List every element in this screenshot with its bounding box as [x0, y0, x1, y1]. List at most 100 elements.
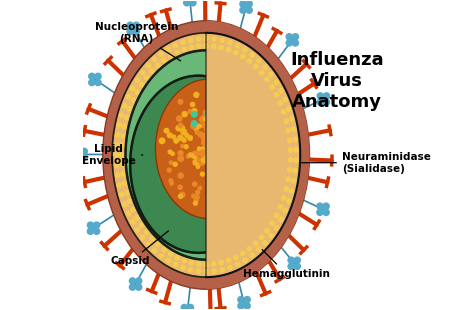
Circle shape	[231, 174, 237, 179]
Circle shape	[294, 263, 301, 269]
Circle shape	[293, 169, 297, 173]
Circle shape	[220, 268, 224, 272]
Circle shape	[228, 157, 233, 163]
Circle shape	[208, 148, 213, 153]
Circle shape	[219, 45, 223, 50]
Circle shape	[252, 63, 256, 68]
Circle shape	[188, 268, 193, 272]
Circle shape	[269, 72, 273, 77]
Circle shape	[210, 155, 214, 159]
Circle shape	[126, 211, 130, 215]
Circle shape	[229, 129, 235, 134]
Circle shape	[133, 28, 139, 34]
Circle shape	[220, 180, 225, 186]
Circle shape	[119, 113, 124, 117]
Circle shape	[145, 76, 149, 80]
Circle shape	[258, 69, 263, 73]
Circle shape	[173, 162, 177, 166]
Circle shape	[282, 110, 286, 114]
Circle shape	[220, 38, 224, 42]
Circle shape	[228, 160, 231, 164]
Circle shape	[172, 135, 176, 139]
Circle shape	[219, 176, 223, 179]
Circle shape	[194, 159, 200, 164]
Circle shape	[220, 184, 224, 187]
Circle shape	[219, 260, 223, 265]
Circle shape	[209, 144, 213, 148]
Circle shape	[269, 233, 273, 238]
Circle shape	[169, 179, 173, 183]
Circle shape	[178, 173, 183, 178]
Circle shape	[115, 163, 119, 167]
Circle shape	[217, 124, 222, 129]
Circle shape	[259, 70, 264, 75]
Circle shape	[179, 194, 182, 198]
Circle shape	[226, 47, 230, 51]
Text: Neuraminidase
(Sialidase): Neuraminidase (Sialidase)	[301, 152, 431, 174]
Circle shape	[273, 90, 277, 95]
Circle shape	[89, 79, 95, 86]
Circle shape	[286, 40, 292, 46]
Circle shape	[284, 187, 288, 191]
Circle shape	[121, 134, 126, 138]
Circle shape	[131, 98, 136, 103]
Circle shape	[286, 177, 291, 181]
Circle shape	[228, 265, 232, 270]
Circle shape	[194, 198, 199, 202]
Circle shape	[219, 45, 223, 50]
Circle shape	[249, 161, 253, 165]
Circle shape	[192, 154, 197, 158]
Circle shape	[223, 158, 228, 162]
Circle shape	[127, 28, 133, 34]
Circle shape	[231, 173, 235, 176]
Circle shape	[219, 168, 223, 173]
Circle shape	[250, 53, 255, 57]
Circle shape	[130, 86, 135, 90]
Circle shape	[287, 134, 291, 138]
Circle shape	[213, 126, 217, 130]
Circle shape	[292, 34, 299, 40]
Circle shape	[227, 96, 230, 99]
Circle shape	[267, 235, 272, 240]
Circle shape	[210, 146, 213, 149]
Circle shape	[225, 165, 228, 168]
Circle shape	[117, 183, 121, 187]
Circle shape	[249, 254, 253, 258]
Circle shape	[227, 266, 232, 270]
Circle shape	[81, 154, 87, 161]
Circle shape	[236, 187, 239, 191]
Circle shape	[209, 116, 214, 122]
Circle shape	[209, 144, 213, 148]
Circle shape	[288, 148, 292, 152]
Circle shape	[211, 155, 216, 160]
Circle shape	[288, 143, 292, 148]
Circle shape	[200, 150, 203, 154]
Circle shape	[120, 162, 124, 167]
Circle shape	[209, 153, 214, 158]
Circle shape	[181, 126, 184, 130]
Circle shape	[191, 102, 195, 107]
Circle shape	[170, 182, 173, 185]
Circle shape	[227, 258, 231, 263]
Circle shape	[226, 116, 232, 122]
Circle shape	[218, 188, 221, 192]
Circle shape	[191, 112, 197, 117]
Circle shape	[166, 47, 170, 51]
Circle shape	[234, 155, 238, 160]
Circle shape	[264, 76, 268, 80]
Circle shape	[159, 138, 165, 144]
Circle shape	[233, 122, 237, 126]
Circle shape	[214, 143, 218, 147]
Circle shape	[178, 156, 183, 162]
Circle shape	[292, 40, 299, 46]
Circle shape	[188, 136, 192, 140]
Circle shape	[285, 125, 290, 129]
Circle shape	[223, 156, 227, 161]
Circle shape	[285, 181, 290, 185]
Circle shape	[211, 161, 216, 166]
Circle shape	[240, 7, 246, 13]
Circle shape	[210, 153, 215, 159]
Circle shape	[255, 248, 260, 253]
Circle shape	[204, 262, 208, 267]
Circle shape	[75, 154, 81, 161]
